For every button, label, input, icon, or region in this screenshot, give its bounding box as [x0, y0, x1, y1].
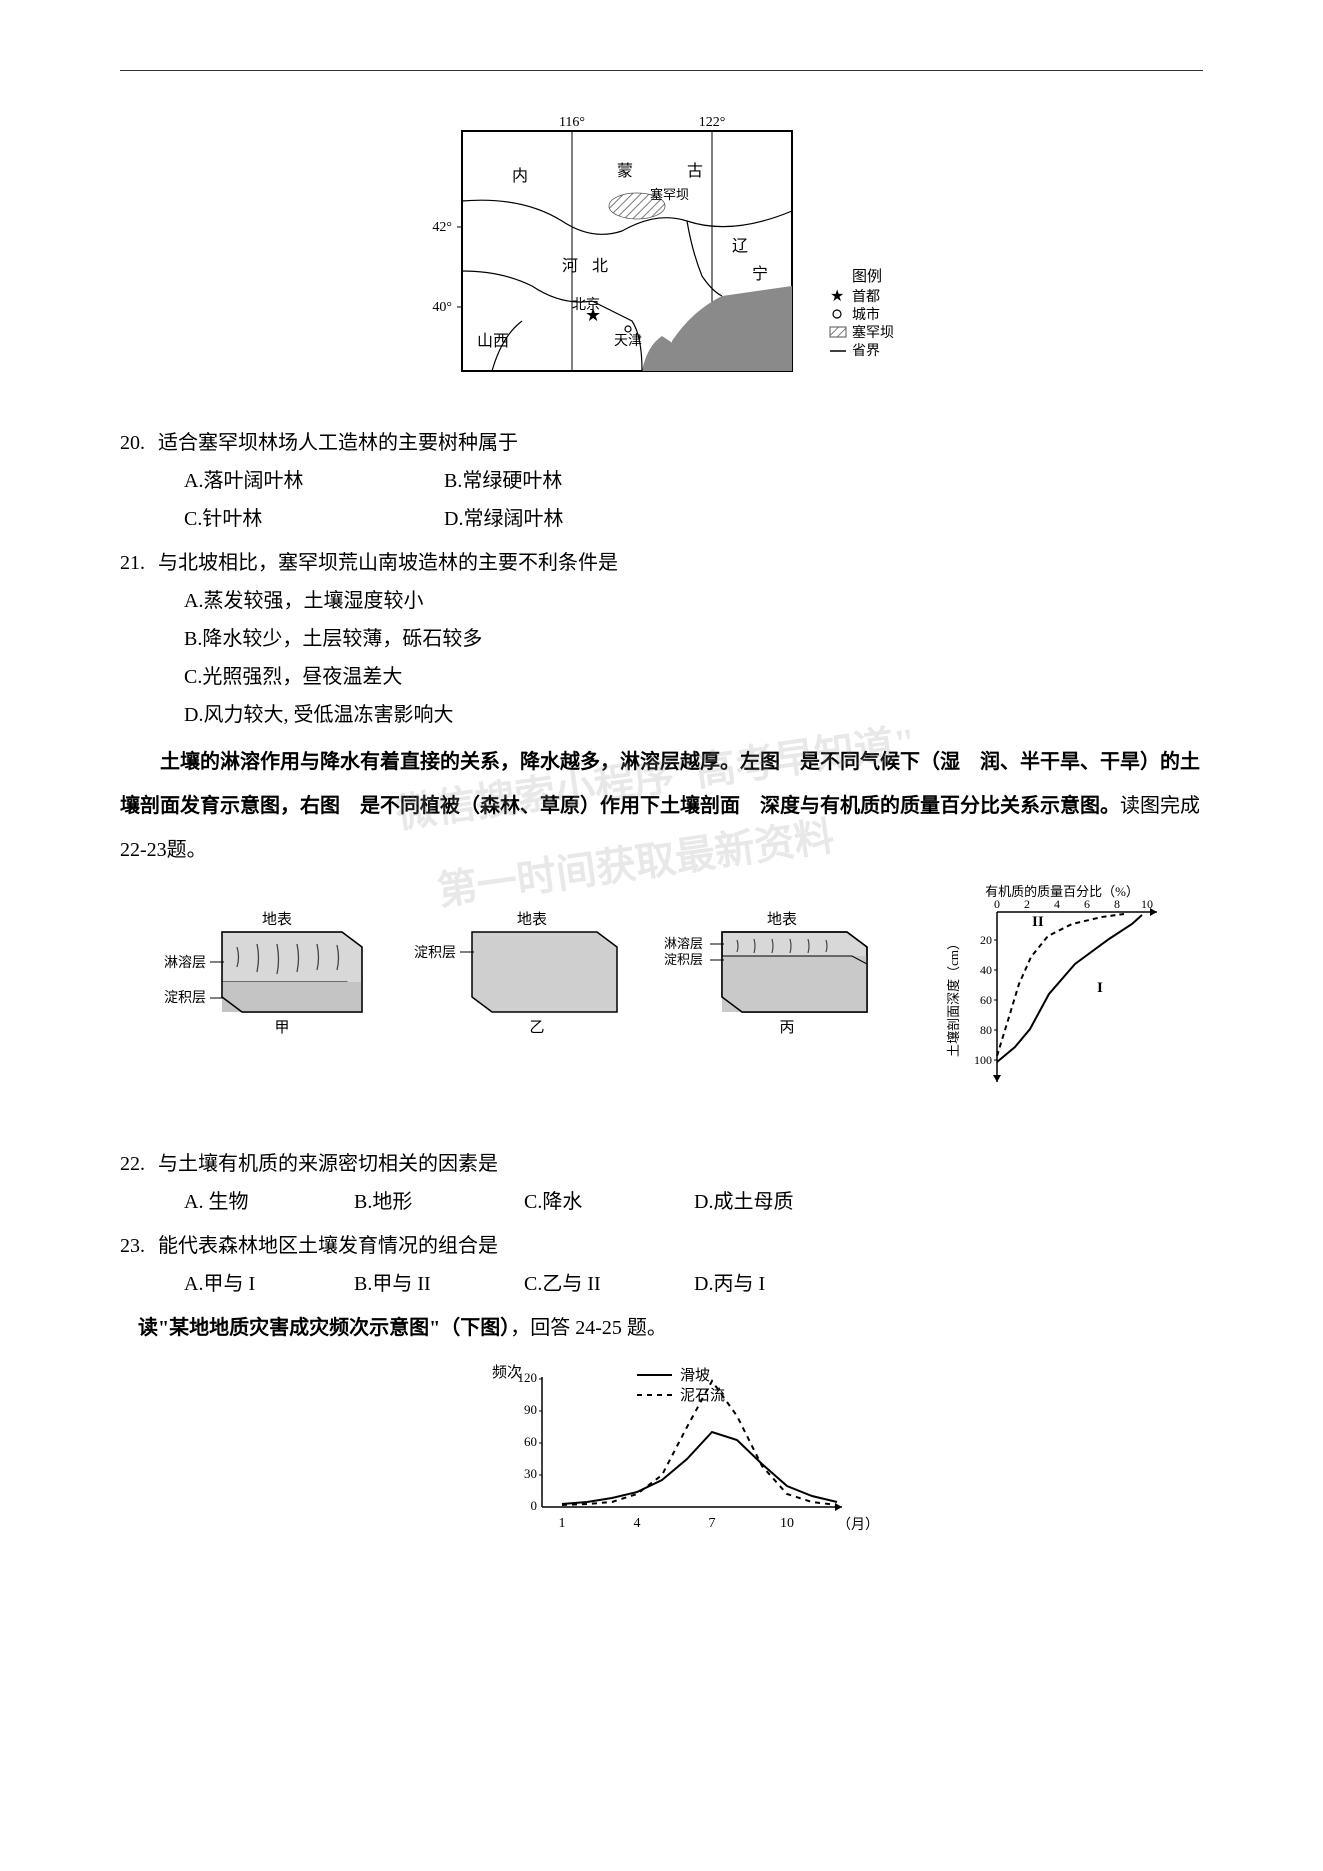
organic-chart: 有机质的质量百分比（%） 0 2 4 6 8 10 20 40 60 80 10…	[946, 884, 1157, 1082]
lat-label-0: 42°	[432, 220, 452, 235]
region-he: 河	[562, 257, 578, 275]
passage-2-normal: ，回答 24-25 题。	[510, 1317, 667, 1339]
soil-c-layer-0: 淋溶层	[664, 936, 703, 951]
q21-opt-a: A.蒸发较强，土壤湿度较小	[184, 582, 1203, 620]
svg-text:30: 30	[524, 1466, 537, 1481]
hazard-figure: 频次 120 90 60 30 0 1 4 7 10 （月） 滑坡 泥石流	[120, 1357, 1203, 1560]
soil-c-layer-1: 淀积层	[664, 952, 703, 967]
svg-text:120: 120	[517, 1370, 537, 1385]
svg-text:7: 7	[708, 1516, 715, 1531]
region-bei: 北	[592, 257, 608, 275]
hazard-svg: 频次 120 90 60 30 0 1 4 7 10 （月） 滑坡 泥石流	[422, 1357, 902, 1547]
svg-text:80: 80	[980, 1023, 992, 1037]
q22-number: 22.	[120, 1145, 158, 1183]
q20-stem: 适合塞罕坝林场人工造林的主要树种属于	[158, 424, 518, 462]
map-figure: 116° 122° 42° 40° 内 蒙 古 河 北 辽 宁 山西 塞罕坝	[120, 111, 1203, 404]
q21-number: 21.	[120, 544, 158, 582]
region-gu: 古	[687, 162, 703, 180]
svg-text:60: 60	[524, 1434, 537, 1449]
soil-c-surface: 地表	[766, 911, 796, 928]
svg-text:6: 6	[1084, 897, 1090, 911]
hazard-legend-0: 滑坡	[680, 1367, 710, 1384]
svg-text:4: 4	[1054, 897, 1060, 911]
hazard-xlabel: （月）	[837, 1517, 879, 1533]
passage-1: 土壤的淋溶作用与降水有着直接的关系，降水越多，淋溶层越厚。左图 是不同气候下（湿…	[120, 751, 1200, 817]
svg-text:8: 8	[1114, 897, 1120, 911]
q23-opt-d: D.丙与 I	[694, 1265, 864, 1303]
city-tianjin: 天津	[614, 333, 642, 349]
soil-a-surface: 地表	[261, 911, 291, 928]
organic-ylabel: 土壤剖面深度（cm）	[946, 937, 961, 1057]
soil-organic-figure: 地表 淋溶层 淀积层 甲 地表 淀积层 乙 地表	[120, 882, 1203, 1125]
q20-opt-c: C.针叶林	[184, 500, 444, 538]
q20-opt-d: D.常绿阔叶林	[444, 500, 704, 538]
lon-label-0: 116°	[558, 115, 584, 130]
map-svg: 116° 122° 42° 40° 内 蒙 古 河 北 辽 宁 山西 塞罕坝	[392, 111, 932, 391]
question-23: 23. 能代表森林地区土壤发育情况的组合是 A.甲与 I B.甲与 II C.乙…	[120, 1227, 1203, 1303]
lat-label-1: 40°	[432, 300, 452, 315]
svg-text:★: ★	[830, 288, 844, 305]
svg-text:4: 4	[633, 1516, 640, 1531]
legend-capital: 首都	[852, 289, 880, 305]
soil-a-layer-1: 淀积层	[164, 990, 206, 1006]
legend-border: 省界	[852, 343, 880, 359]
feature-saihanba: 塞罕坝	[650, 187, 689, 202]
organic-label-ii: II	[1032, 914, 1044, 930]
soil-a-footer: 甲	[274, 1020, 289, 1036]
q23-opt-c: C.乙与 II	[524, 1265, 694, 1303]
svg-text:20: 20	[980, 933, 992, 947]
region-nei: 内	[512, 167, 528, 185]
svg-text:10: 10	[780, 1516, 794, 1531]
header-rule	[120, 70, 1203, 71]
q23-stem: 能代表森林地区土壤发育情况的组合是	[158, 1227, 498, 1265]
question-21: 21. 与北坡相比，塞罕坝荒山南坡造林的主要不利条件是 A.蒸发较强，土壤湿度较…	[120, 544, 1203, 734]
question-20: 20. 适合塞罕坝林场人工造林的主要树种属于 A.落叶阔叶林 B.常绿硬叶林 C…	[120, 424, 1203, 538]
organic-label-i: I	[1097, 980, 1103, 996]
svg-text:0: 0	[994, 897, 1000, 911]
svg-text:40: 40	[980, 963, 992, 977]
soil-b-surface: 地表	[516, 911, 546, 928]
q23-opt-b: B.甲与 II	[354, 1265, 524, 1303]
q21-opt-c: C.光照强烈，昼夜温差大	[184, 658, 1203, 696]
svg-text:10: 10	[1141, 897, 1153, 911]
legend-city: 城市	[852, 306, 880, 323]
region-liao: 辽	[732, 237, 748, 255]
q21-opt-b: B.降水较少，土层较薄，砾石较多	[184, 620, 1203, 658]
region-ning: 宁	[752, 265, 768, 283]
soil-c-footer: 丙	[779, 1020, 794, 1036]
hazard-legend-1: 泥石流	[680, 1387, 725, 1404]
q20-opt-a: A.落叶阔叶林	[184, 462, 444, 500]
q21-opt-d: D.风力较大, 受低温冻害影响大	[184, 696, 1203, 734]
q22-stem: 与土壤有机质的来源密切相关的因素是	[158, 1145, 498, 1183]
region-meng: 蒙	[617, 162, 633, 180]
q23-opt-a: A.甲与 I	[184, 1265, 354, 1303]
legend-saihanba: 塞罕坝	[852, 324, 894, 341]
passage-2: 读"某地地质灾害成灾频次示意图"（下图），回答 24-25 题。	[138, 1309, 1203, 1347]
passage-1-wrap: 土壤的淋溶作用与降水有着直接的关系，降水越多，淋溶层越厚。左图 是不同气候下（湿…	[120, 740, 1203, 872]
q22-opt-c: C.降水	[524, 1183, 694, 1221]
lon-label-1: 122°	[698, 115, 725, 130]
region-shanxi: 山西	[477, 332, 509, 350]
city-beijing: 北京	[572, 297, 600, 313]
soil-svg: 地表 淋溶层 淀积层 甲 地表 淀积层 乙 地表	[142, 882, 1182, 1112]
svg-text:2: 2	[1024, 897, 1030, 911]
svg-text:60: 60	[980, 993, 992, 1007]
svg-text:90: 90	[524, 1402, 537, 1417]
svg-text:1: 1	[558, 1516, 565, 1531]
q20-number: 20.	[120, 424, 158, 462]
svg-text:100: 100	[974, 1053, 992, 1067]
soil-a-layer-0: 淋溶层	[164, 955, 206, 971]
q22-opt-b: B.地形	[354, 1183, 524, 1221]
soil-b-footer: 乙	[529, 1020, 544, 1036]
legend-title: 图例	[852, 268, 882, 285]
q20-opt-b: B.常绿硬叶林	[444, 462, 704, 500]
soil-b-layer-0: 淀积层	[414, 945, 456, 961]
passage-2-bold: 读"某地地质灾害成灾频次示意图"（下图）	[138, 1317, 510, 1339]
q22-opt-d: D.成土母质	[694, 1183, 864, 1221]
q23-number: 23.	[120, 1227, 158, 1265]
q21-stem: 与北坡相比，塞罕坝荒山南坡造林的主要不利条件是	[158, 544, 618, 582]
question-22: 22. 与土壤有机质的来源密切相关的因素是 A. 生物 B.地形 C.降水 D.…	[120, 1145, 1203, 1221]
svg-text:0: 0	[530, 1498, 537, 1513]
q22-opt-a: A. 生物	[184, 1183, 354, 1221]
